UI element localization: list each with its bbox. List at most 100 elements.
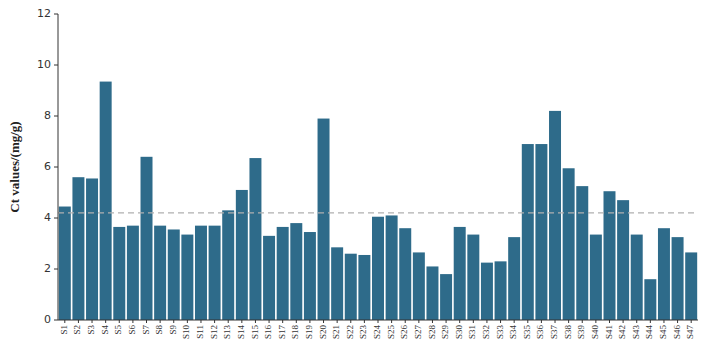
x-tick-label: S11 xyxy=(195,325,205,339)
bar xyxy=(86,178,98,320)
bar xyxy=(508,237,520,320)
x-tick xyxy=(650,320,651,323)
x-tick xyxy=(146,320,147,323)
y-tick-label: 12 xyxy=(37,7,51,20)
x-tick xyxy=(677,320,678,323)
x-tick-label: S14 xyxy=(236,325,246,340)
bar xyxy=(454,227,466,320)
bar xyxy=(440,274,452,320)
bar xyxy=(113,227,125,320)
y-tick xyxy=(54,218,58,219)
y-tick-label: 10 xyxy=(37,58,51,71)
x-tick xyxy=(309,320,310,323)
bar xyxy=(358,255,370,320)
bar xyxy=(59,207,71,320)
x-tick xyxy=(663,320,664,323)
x-tick-label: S10 xyxy=(181,325,191,340)
bar xyxy=(372,217,384,320)
bar xyxy=(195,226,207,320)
bar xyxy=(154,226,166,320)
x-tick-label: S39 xyxy=(576,325,586,340)
y-tick xyxy=(54,269,58,270)
x-tick xyxy=(241,320,242,323)
x-tick xyxy=(105,320,106,323)
x-tick-label: S13 xyxy=(222,325,232,340)
x-tick xyxy=(527,320,528,323)
x-tick xyxy=(364,320,365,323)
x-tick xyxy=(691,320,692,323)
x-tick-label: S3 xyxy=(86,325,96,335)
x-tick xyxy=(337,320,338,323)
x-tick-label: S40 xyxy=(590,325,600,340)
x-tick xyxy=(595,320,596,323)
bar xyxy=(631,235,643,320)
x-tick-label: S36 xyxy=(535,325,545,340)
y-tick xyxy=(54,320,58,321)
x-tick xyxy=(636,320,637,323)
x-tick xyxy=(78,320,79,323)
bar xyxy=(290,223,302,320)
x-tick-label: S17 xyxy=(277,325,287,340)
x-tick-label: S8 xyxy=(154,325,164,335)
x-tick xyxy=(296,320,297,323)
y-tick-label: 6 xyxy=(44,160,51,173)
bar xyxy=(331,247,343,320)
x-tick xyxy=(500,320,501,323)
x-tick-label: S15 xyxy=(250,325,260,340)
x-tick-label: S12 xyxy=(209,325,219,339)
y-tick xyxy=(54,167,58,168)
x-tick xyxy=(173,320,174,323)
x-tick-label: S7 xyxy=(141,325,151,335)
y-tick xyxy=(54,14,58,15)
bar xyxy=(277,227,289,320)
x-tick-label: S41 xyxy=(604,325,614,339)
x-tick-label: S45 xyxy=(658,325,668,340)
x-tick-label: S26 xyxy=(399,325,409,340)
x-tick-label: S5 xyxy=(113,325,123,335)
bar xyxy=(318,119,330,320)
x-tick xyxy=(269,320,270,323)
y-tick-label: 0 xyxy=(44,313,51,326)
bar xyxy=(467,235,479,320)
x-tick-label: S31 xyxy=(467,325,477,339)
y-tick-label: 2 xyxy=(44,262,51,275)
bar xyxy=(263,236,275,320)
x-tick-label: S22 xyxy=(345,325,355,339)
y-tick-label: 8 xyxy=(44,109,51,122)
bar xyxy=(590,235,602,320)
x-tick-label: S4 xyxy=(100,325,110,335)
bar xyxy=(426,266,438,320)
x-tick-label: S32 xyxy=(481,325,491,339)
bar xyxy=(481,263,493,320)
x-tick-label: S21 xyxy=(331,325,341,339)
x-tick xyxy=(432,320,433,323)
x-tick-label: S23 xyxy=(358,325,368,340)
x-tick-label: S29 xyxy=(440,325,450,340)
x-tick xyxy=(418,320,419,323)
y-tick xyxy=(54,65,58,66)
x-tick xyxy=(541,320,542,323)
y-tick xyxy=(54,116,58,117)
x-tick xyxy=(92,320,93,323)
bar xyxy=(236,190,248,320)
x-tick-label: S19 xyxy=(304,325,314,340)
x-tick-label: S27 xyxy=(413,325,423,340)
bar xyxy=(617,200,629,320)
bar xyxy=(576,186,588,320)
x-tick-label: S43 xyxy=(631,325,641,340)
bar xyxy=(345,254,357,320)
bar xyxy=(563,168,575,320)
x-tick-label: S33 xyxy=(495,325,505,340)
x-tick-label: S47 xyxy=(685,325,695,340)
y-tick-label: 4 xyxy=(44,211,51,224)
x-tick xyxy=(255,320,256,323)
x-tick-label: S6 xyxy=(127,325,137,335)
bar xyxy=(644,279,656,320)
bar xyxy=(535,144,547,320)
bar xyxy=(209,226,221,320)
bar xyxy=(141,157,153,320)
x-tick xyxy=(568,320,569,323)
x-tick-label: S30 xyxy=(454,325,464,340)
x-tick-label: S1 xyxy=(59,325,69,335)
bar xyxy=(168,229,180,320)
